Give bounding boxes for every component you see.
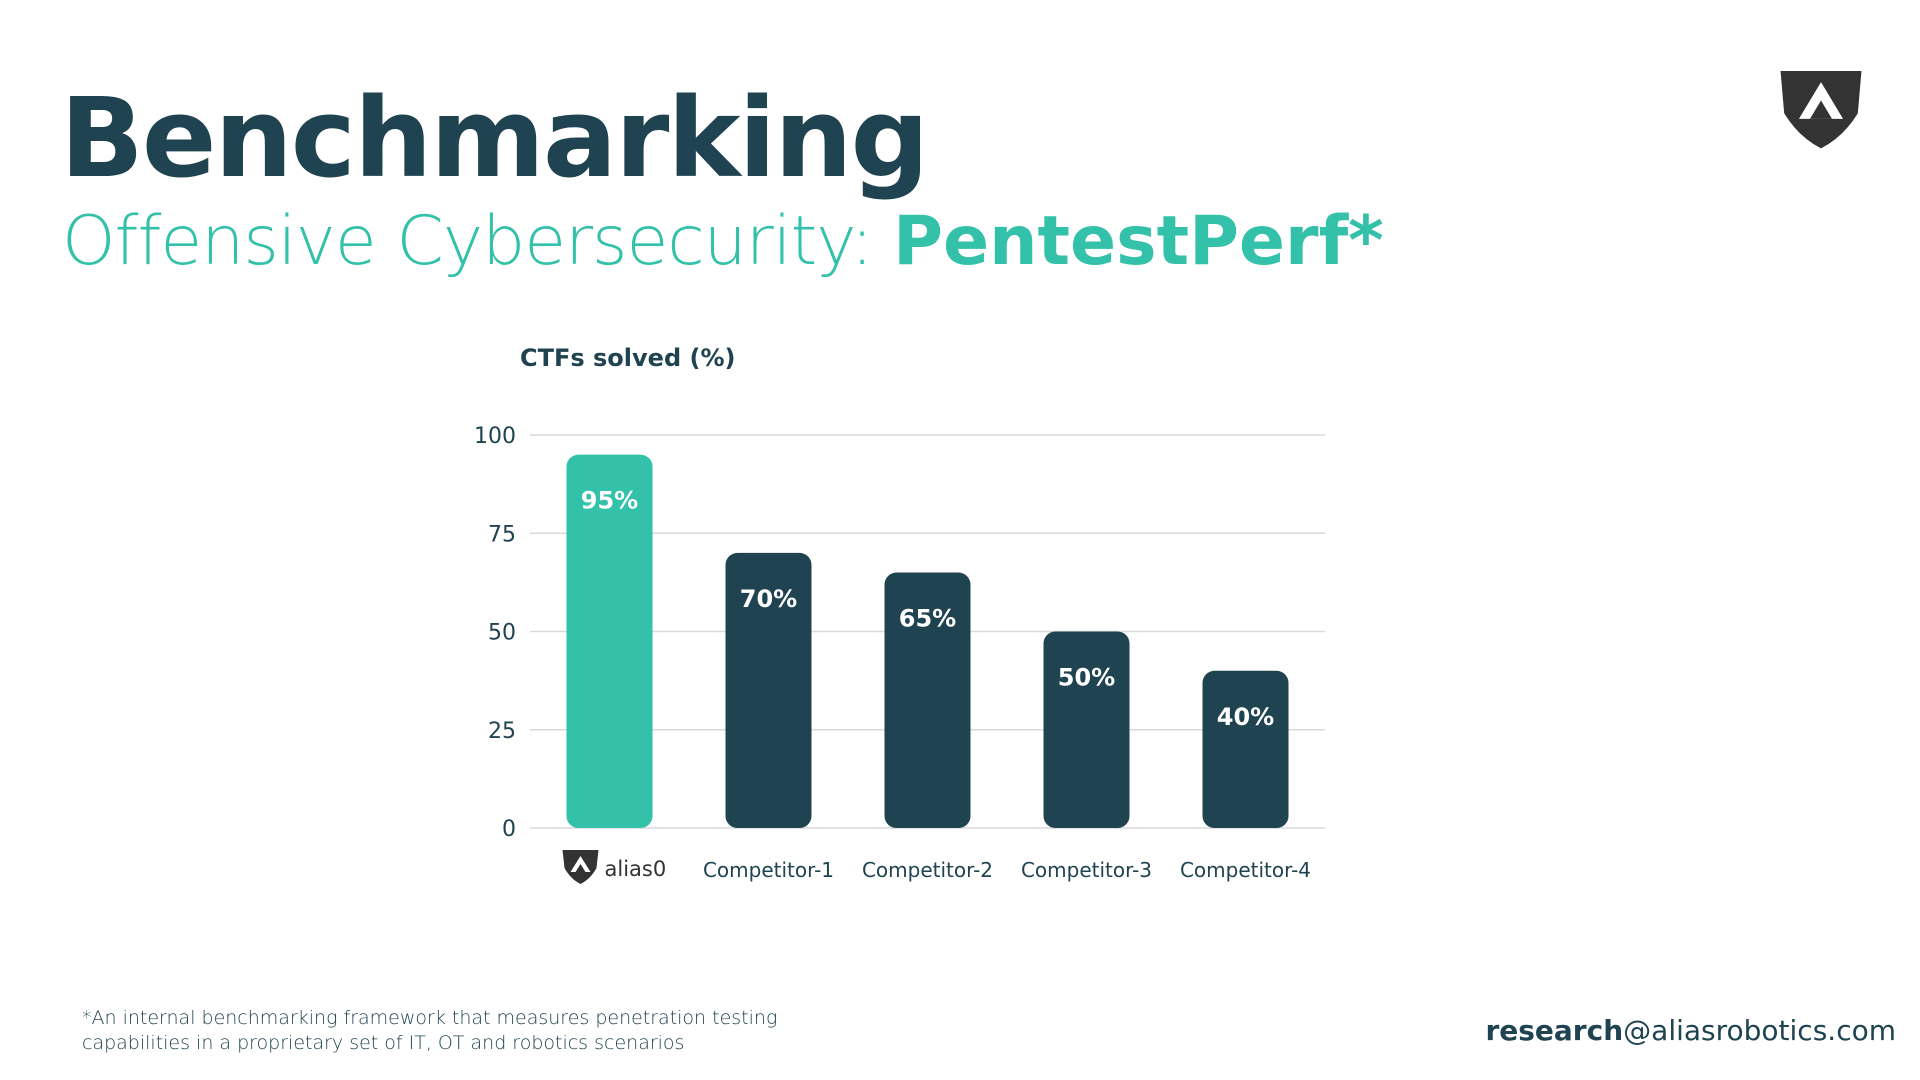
x-category-label: Competitor-1 xyxy=(703,858,834,882)
slide-title: Benchmarking xyxy=(60,74,929,202)
y-tick-label: 25 xyxy=(488,719,516,744)
subtitle-prefix: Offensive Cybersecurity: xyxy=(62,202,894,281)
chart-title: CTFs solved (%) xyxy=(520,344,735,372)
contact-email-user: research xyxy=(1485,1014,1624,1047)
bar-competitor-2 xyxy=(884,572,971,828)
bar-value-label: 50% xyxy=(1058,664,1115,692)
alias-logo-icon xyxy=(562,850,599,884)
y-tick-label: 75 xyxy=(488,522,516,547)
x-category-label: Competitor-3 xyxy=(1021,858,1152,882)
contact-email-domain: @aliasrobotics.com xyxy=(1623,1014,1896,1047)
x-category-label: Competitor-2 xyxy=(862,858,993,882)
x-category-label: Competitor-4 xyxy=(1180,858,1311,882)
bar-alias0 xyxy=(566,454,653,828)
y-tick-label: 0 xyxy=(502,817,516,842)
subtitle-highlight: PentestPerf* xyxy=(893,202,1384,281)
alias-shield-logo-icon xyxy=(1780,71,1862,149)
x-category-label: alias0 xyxy=(605,857,667,881)
slide-subtitle: Offensive Cybersecurity: PentestPerf* xyxy=(62,202,1384,281)
y-tick-label: 100 xyxy=(474,424,516,449)
footnote: *An internal benchmarking framework that… xyxy=(82,1006,842,1056)
footnote-line-1: *An internal benchmarking framework that… xyxy=(82,1007,778,1029)
bar-value-label: 70% xyxy=(740,585,797,613)
bar-value-label: 65% xyxy=(899,605,956,633)
bar-competitor-4 xyxy=(1202,670,1289,828)
footnote-line-2: capabilities in a proprietary set of IT,… xyxy=(82,1032,685,1054)
bar-competitor-1 xyxy=(725,552,812,828)
bar-value-label: 40% xyxy=(1217,703,1274,731)
bar-competitor-3 xyxy=(1043,631,1130,828)
y-tick-label: 50 xyxy=(488,621,516,646)
contact-email[interactable]: research@aliasrobotics.com xyxy=(1485,1014,1896,1047)
bar-value-label: 95% xyxy=(581,487,638,515)
